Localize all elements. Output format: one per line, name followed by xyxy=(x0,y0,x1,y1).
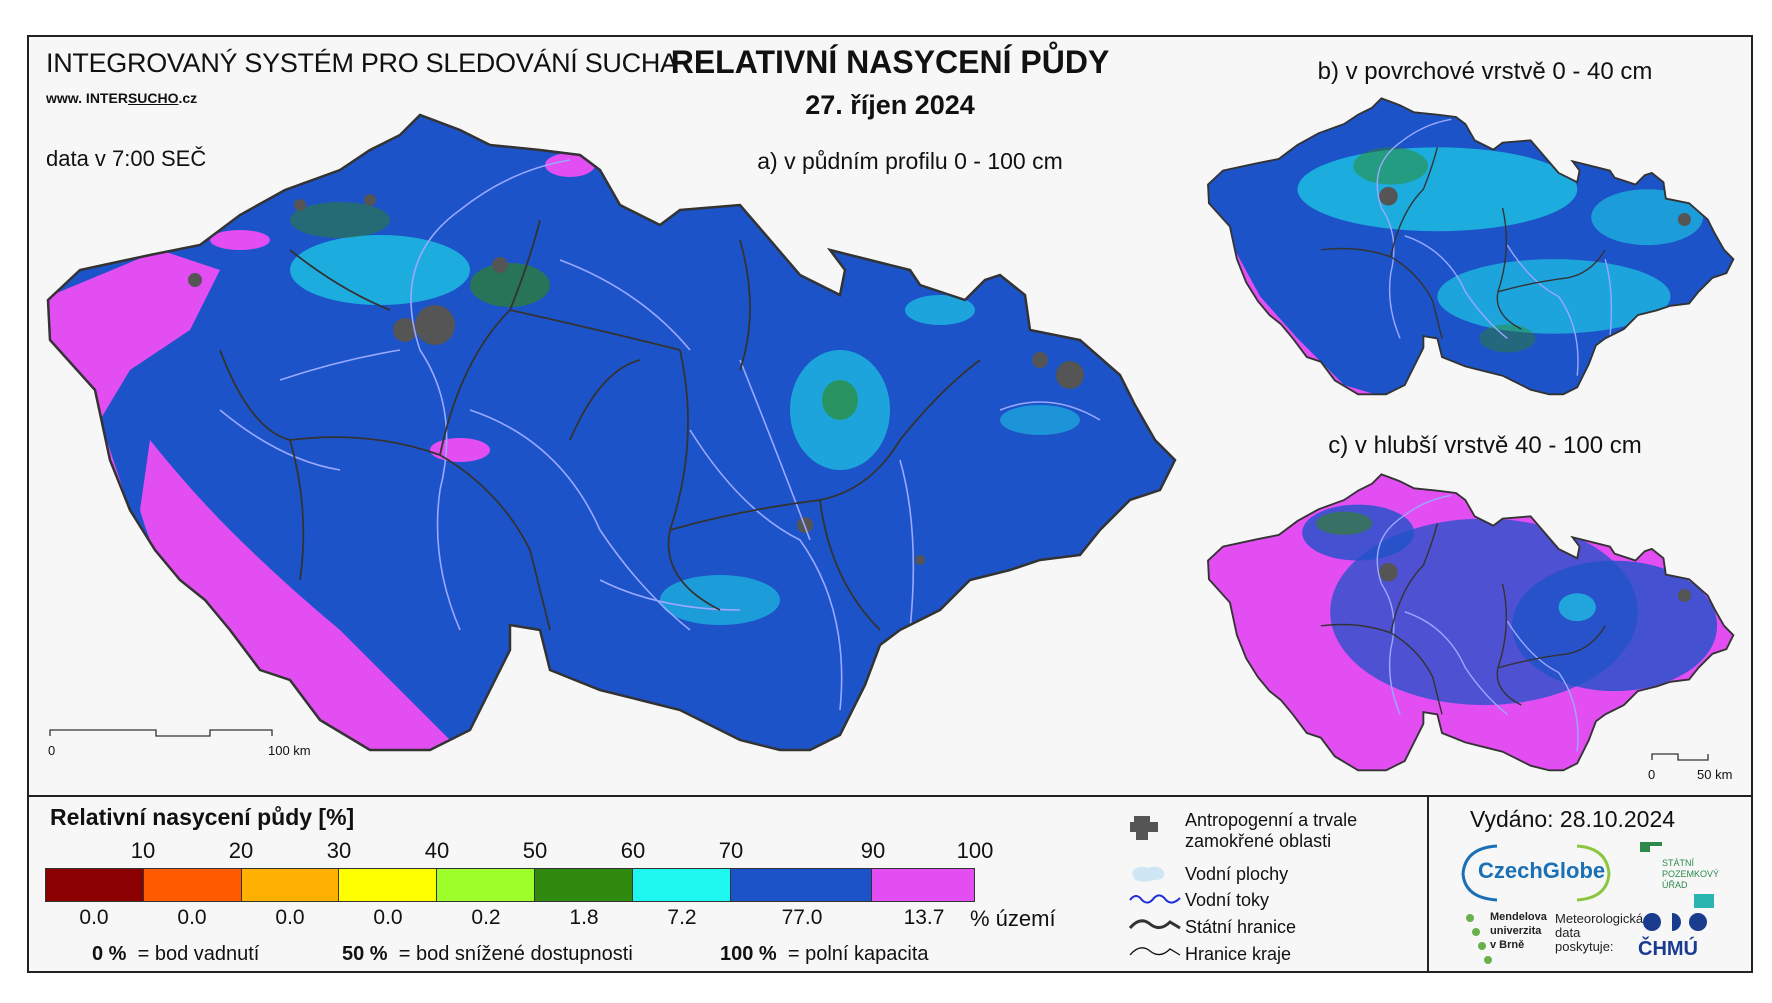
legend-class-percentage: 0.0 xyxy=(177,906,207,929)
legend-class-swatch xyxy=(241,869,340,901)
issued-date: Vydáno: 28.10.2024 xyxy=(1470,806,1676,832)
scale-bar-main xyxy=(49,729,273,737)
note-field-capacity: 100 % = polní kapacita xyxy=(720,943,929,965)
legend-class-percentage: 0.0 xyxy=(79,906,109,929)
meteo-data-provider: Meteorologická data poskytuje: xyxy=(1555,911,1644,954)
map-a-label: a) v půdním profilu 0 - 100 cm xyxy=(757,148,1063,174)
map-b-label: b) v povrchové vrstvě 0 - 40 cm xyxy=(1317,58,1653,85)
chmu-logo-icon xyxy=(1643,913,1707,931)
data-time: data v 7:00 SEČ xyxy=(46,146,207,171)
website-link[interactable]: www. INTERSUCHO.cz xyxy=(46,90,198,106)
legend-class-swatch xyxy=(872,869,975,901)
mendel-university: Mendelova univerzita v Brně xyxy=(1490,911,1547,951)
legend-class-percentage: 0.2 xyxy=(471,906,501,929)
mendel-logo-dots xyxy=(1466,914,1492,964)
symbol-water-bodies: Vodní plochy xyxy=(1185,864,1289,884)
page-title: RELATIVNÍ NASYCENÍ PŮDY xyxy=(670,44,1110,80)
note-wilting-point: 0 % = bod vadnutí xyxy=(92,943,260,965)
legend-class-swatch xyxy=(632,869,731,901)
anthropogenic-area-icon xyxy=(1130,816,1158,840)
footer-divider xyxy=(1427,795,1429,973)
legend-class-swatch xyxy=(143,869,242,901)
legend-class-swatch xyxy=(534,869,633,901)
system-title: INTEGROVANÝ SYSTÉM PRO SLEDOVÁNÍ SUCHA xyxy=(46,48,678,78)
scale-small-end: 50 km xyxy=(1697,767,1733,782)
legend-title: Relativní nasycení půdy [%] xyxy=(50,804,355,830)
map-c-label: c) v hlubší vrstvě 40 - 100 cm xyxy=(1328,432,1642,459)
legend-class-percentage: 77.0 xyxy=(781,906,823,929)
legend-tick-label: 10 xyxy=(130,838,156,863)
czechglobe-text: CzechGlobe xyxy=(1478,858,1606,883)
legend-class-swatch xyxy=(437,869,535,901)
chmu-logo-text: ČHMÚ xyxy=(1638,938,1698,960)
symbol-state-border: Státní hranice xyxy=(1185,917,1297,937)
scale-bar-small xyxy=(1651,753,1709,761)
page-date: 27. říjen 2024 xyxy=(805,90,975,120)
legend-tick-label: 40 xyxy=(424,838,450,863)
pct-unit: % území xyxy=(970,906,1056,931)
legend-divider xyxy=(27,795,1753,797)
spu-logo-square xyxy=(1694,894,1714,908)
legend-tick-label: 50 xyxy=(522,838,548,863)
color-scale-bar xyxy=(45,868,975,902)
legend-tick-label: 70 xyxy=(718,838,744,863)
legend-class-swatch xyxy=(730,869,873,901)
map-b xyxy=(1207,97,1735,396)
legend-class-percentage: 1.8 xyxy=(569,906,599,929)
legend-class-percentage: 7.2 xyxy=(667,906,697,929)
region-border-icon xyxy=(1129,947,1181,956)
legend-class-percentage: 13.7 xyxy=(903,906,945,929)
czechglobe-logo xyxy=(1461,844,1611,902)
spu-logo-icon xyxy=(1640,842,1662,852)
legend-tick-label: 90 xyxy=(860,838,886,863)
river-icon xyxy=(1129,894,1181,904)
spu-logo-text: STÁTNÍ POZEMKOVÝ ÚŘAD xyxy=(1662,858,1720,890)
legend-tick-label: 100 xyxy=(956,838,994,863)
water-body-icon xyxy=(1132,866,1165,882)
symbol-region-border: Hranice kraje xyxy=(1185,944,1292,964)
legend-class-swatch xyxy=(46,869,144,901)
legend-class-percentage: 0.0 xyxy=(373,906,403,929)
scale-small-start: 0 xyxy=(1648,767,1656,782)
legend-tick-label: 30 xyxy=(326,838,352,863)
scale-main-end: 100 km xyxy=(268,743,311,758)
map-c xyxy=(1207,473,1735,772)
note-reduced-availability: 50 % = bod snížené dostupnosti xyxy=(342,943,633,965)
legend-tick-label: 60 xyxy=(620,838,646,863)
legend-tick-label: 20 xyxy=(228,838,254,863)
legend-class-swatch xyxy=(339,869,438,901)
scale-main-start: 0 xyxy=(48,743,56,758)
symbol-anthropogenic: Antropogenní a trvale zamokřené oblasti xyxy=(1185,810,1358,851)
map-a xyxy=(46,113,1177,752)
state-border-icon xyxy=(1128,919,1181,930)
legend-class-percentage: 0.0 xyxy=(275,906,305,929)
symbol-rivers: Vodní toky xyxy=(1185,890,1270,910)
